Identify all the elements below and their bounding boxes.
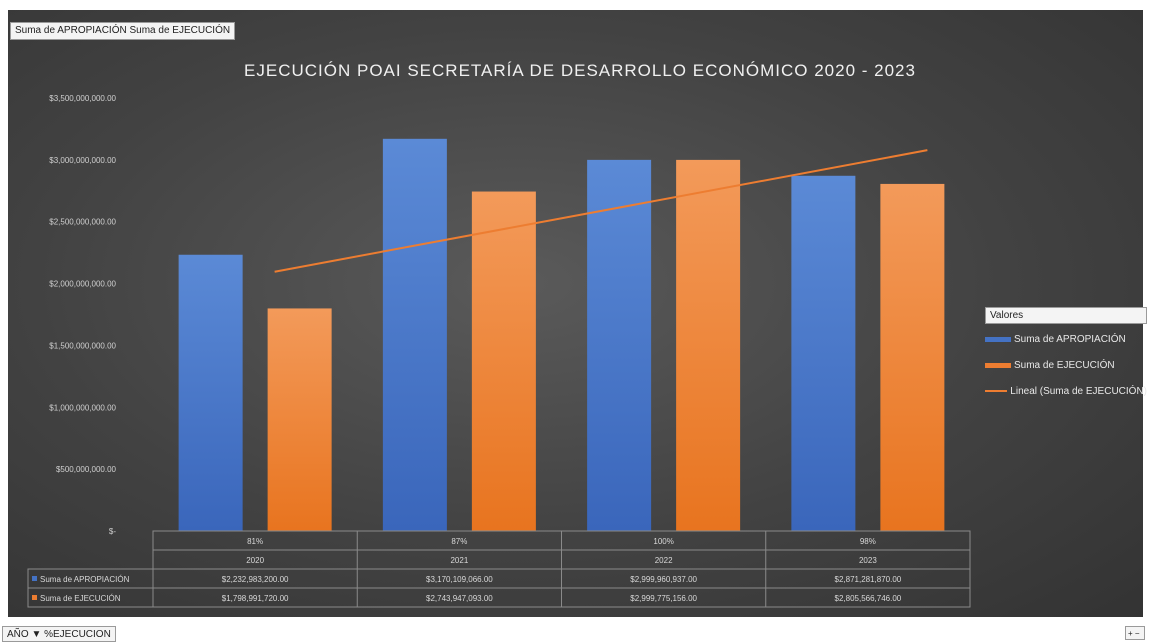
bar-apropiacion-2023 (791, 175, 856, 531)
chart-title: EJECUCIÓN POAI SECRETARÍA DE DESARROLLO … (244, 61, 916, 80)
table-cell: $2,743,947,093.00 (426, 594, 493, 603)
year-label: 2022 (655, 556, 673, 565)
table-cell: $3,170,109,066.00 (426, 575, 493, 584)
y-tick-label: $500,000,000.00 (56, 465, 117, 474)
legend-title: Valores (985, 307, 1147, 324)
year-label: 2021 (450, 556, 468, 565)
table-cell: $2,999,960,937.00 (630, 575, 697, 584)
y-tick-label: $2,500,000,000.00 (49, 218, 116, 227)
bar-apropiacion-2022 (587, 159, 652, 531)
percent-label: 98% (860, 537, 876, 546)
table-series-label: Suma de EJECUCIÓN (40, 594, 121, 603)
legend: Valores Suma de APROPIACIÓN Suma de EJEC… (985, 307, 1147, 402)
trendline-group (274, 149, 928, 273)
y-tick-label: $1,500,000,000.00 (49, 341, 116, 350)
y-tick-label: $- (109, 527, 116, 536)
legend-item-ejecucion[interactable]: Suma de EJECUCIÓN (985, 354, 1147, 376)
year-label: 2020 (246, 556, 264, 565)
axis-field-button[interactable]: AÑO ▼ %EJECUCION (2, 626, 116, 642)
legend-swatch-blue (985, 336, 1011, 342)
legend-item-apropiacion[interactable]: Suma de APROPIACIÓN (985, 328, 1147, 350)
y-axis: $- $500,000,000.00 $1,000,000,000.00 $1,500… (49, 94, 116, 536)
y-tick-label: $3,500,000,000.00 (49, 94, 116, 103)
percent-label: 87% (451, 537, 467, 546)
percent-label: 100% (653, 537, 673, 546)
values-field-button[interactable]: Suma de APROPIACIÓN Suma de EJECUCIÓN (10, 22, 236, 40)
percent-label: 81% (247, 537, 263, 546)
trendline (274, 149, 928, 273)
table-cell: $2,805,566,746.00 (835, 594, 902, 603)
table-cell: $1,798,991,720.00 (222, 594, 289, 603)
y-tick-label: $3,000,000,000.00 (49, 156, 116, 165)
y-tick-label: $1,000,000,000.00 (49, 403, 116, 412)
bar-ejecucion-2020 (267, 308, 332, 531)
bar-apropiacion-2021 (382, 138, 447, 531)
table-cell: $2,871,281,870.00 (835, 575, 902, 584)
table-cell: $2,232,983,200.00 (222, 575, 289, 584)
table-series-swatch (32, 576, 37, 581)
bar-apropiacion-2020 (178, 254, 243, 531)
bar-ejecucion-2023 (880, 183, 945, 531)
data-table: 81% 2020 $2,232,983,200.00 $1,798,991,720.0… (27, 530, 971, 608)
table-cell: $2,999,775,156.00 (630, 594, 697, 603)
bars-group (178, 138, 945, 532)
y-tick-label: $2,000,000,000.00 (49, 280, 116, 289)
legend-label: Suma de EJECUCIÓN (1014, 359, 1115, 371)
legend-label: Suma de APROPIACIÓN (1014, 333, 1126, 345)
legend-label: Lineal (Suma de EJECUCIÓN) (1010, 385, 1147, 397)
table-series-swatch (32, 595, 37, 600)
bar-ejecucion-2022 (676, 159, 741, 532)
legend-swatch-line (985, 390, 1008, 392)
legend-swatch-orange (985, 362, 1011, 368)
table-series-label: Suma de APROPIACIÓN (40, 575, 130, 584)
legend-item-trendline[interactable]: Lineal (Suma de EJECUCIÓN) (985, 380, 1147, 402)
bar-ejecucion-2021 (471, 191, 536, 531)
year-label: 2023 (859, 556, 877, 565)
expand-collapse-button[interactable]: + − (1125, 626, 1145, 640)
